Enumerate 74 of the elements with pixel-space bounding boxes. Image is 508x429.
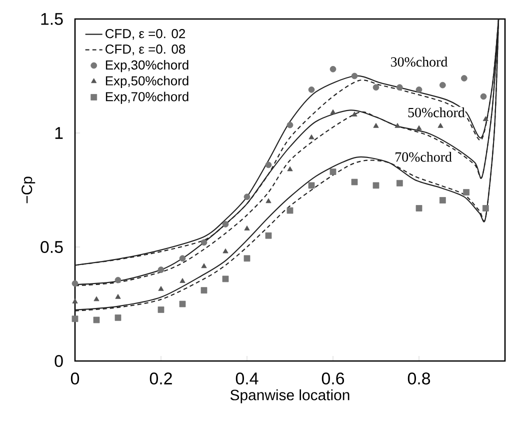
point — [330, 66, 336, 72]
point — [114, 314, 122, 321]
point — [200, 287, 208, 294]
point — [351, 178, 358, 186]
point — [115, 294, 121, 299]
point — [396, 180, 403, 186]
point — [265, 232, 272, 239]
point — [222, 248, 228, 254]
point — [179, 255, 186, 262]
point — [93, 316, 100, 324]
point — [266, 198, 272, 204]
point — [158, 286, 164, 291]
y-axis-title: −Cp — [22, 176, 36, 204]
x-tick-label: 0.6 — [322, 372, 344, 384]
point — [396, 84, 403, 91]
legend-label: Exp,70%chord — [106, 92, 188, 104]
point — [72, 280, 78, 287]
point — [480, 93, 487, 100]
point — [463, 189, 470, 196]
point — [222, 276, 229, 282]
legend-label: Exp,50%chord — [106, 76, 188, 88]
x-tick-label: 0.4 — [236, 372, 258, 384]
x-tick-label: 0.8 — [408, 372, 430, 384]
x-tick-label: 0 — [70, 372, 80, 384]
point — [72, 298, 78, 304]
legend-label: CFD, ε =0. 02 — [106, 29, 185, 40]
point — [72, 316, 78, 322]
point — [179, 300, 186, 308]
point — [308, 182, 315, 189]
point — [482, 116, 488, 122]
point — [94, 296, 100, 302]
x-tick-label: 0.2 — [150, 372, 172, 384]
point — [158, 306, 164, 313]
point — [180, 278, 186, 283]
annotation: 70%chord — [396, 152, 452, 162]
point — [416, 125, 422, 130]
point — [416, 86, 422, 93]
point — [286, 122, 294, 128]
point — [222, 221, 229, 228]
point — [372, 84, 380, 91]
point — [416, 205, 422, 212]
y-tick-label: 0.5 — [40, 241, 63, 253]
point — [460, 75, 468, 82]
point — [439, 82, 446, 88]
x-axis-title: Spanwise location — [230, 389, 350, 404]
point — [372, 182, 380, 189]
legend-label: Exp,30%chord — [106, 60, 188, 72]
point — [373, 122, 379, 128]
annotation: 50%chord — [408, 107, 465, 118]
point — [114, 276, 122, 284]
y-tick-label: 0 — [54, 355, 63, 367]
point — [201, 263, 207, 268]
point — [244, 194, 250, 200]
point — [308, 86, 315, 93]
point — [286, 207, 294, 214]
point — [308, 134, 314, 140]
point — [244, 226, 250, 230]
point — [265, 162, 272, 168]
y-tick-label: 1 — [55, 127, 63, 139]
point — [287, 166, 293, 172]
point — [330, 168, 336, 175]
annotation: 30%chord — [391, 56, 448, 67]
point — [330, 109, 336, 114]
y-tick-label: 1.5 — [41, 13, 63, 25]
point — [351, 72, 358, 80]
legend-label: CFD, ε =0. 08 — [106, 44, 186, 56]
point — [244, 255, 250, 262]
point — [482, 205, 489, 212]
point — [200, 239, 208, 246]
point — [439, 197, 446, 204]
point — [394, 122, 400, 128]
point — [352, 112, 358, 116]
point — [438, 122, 444, 128]
point — [158, 266, 164, 273]
